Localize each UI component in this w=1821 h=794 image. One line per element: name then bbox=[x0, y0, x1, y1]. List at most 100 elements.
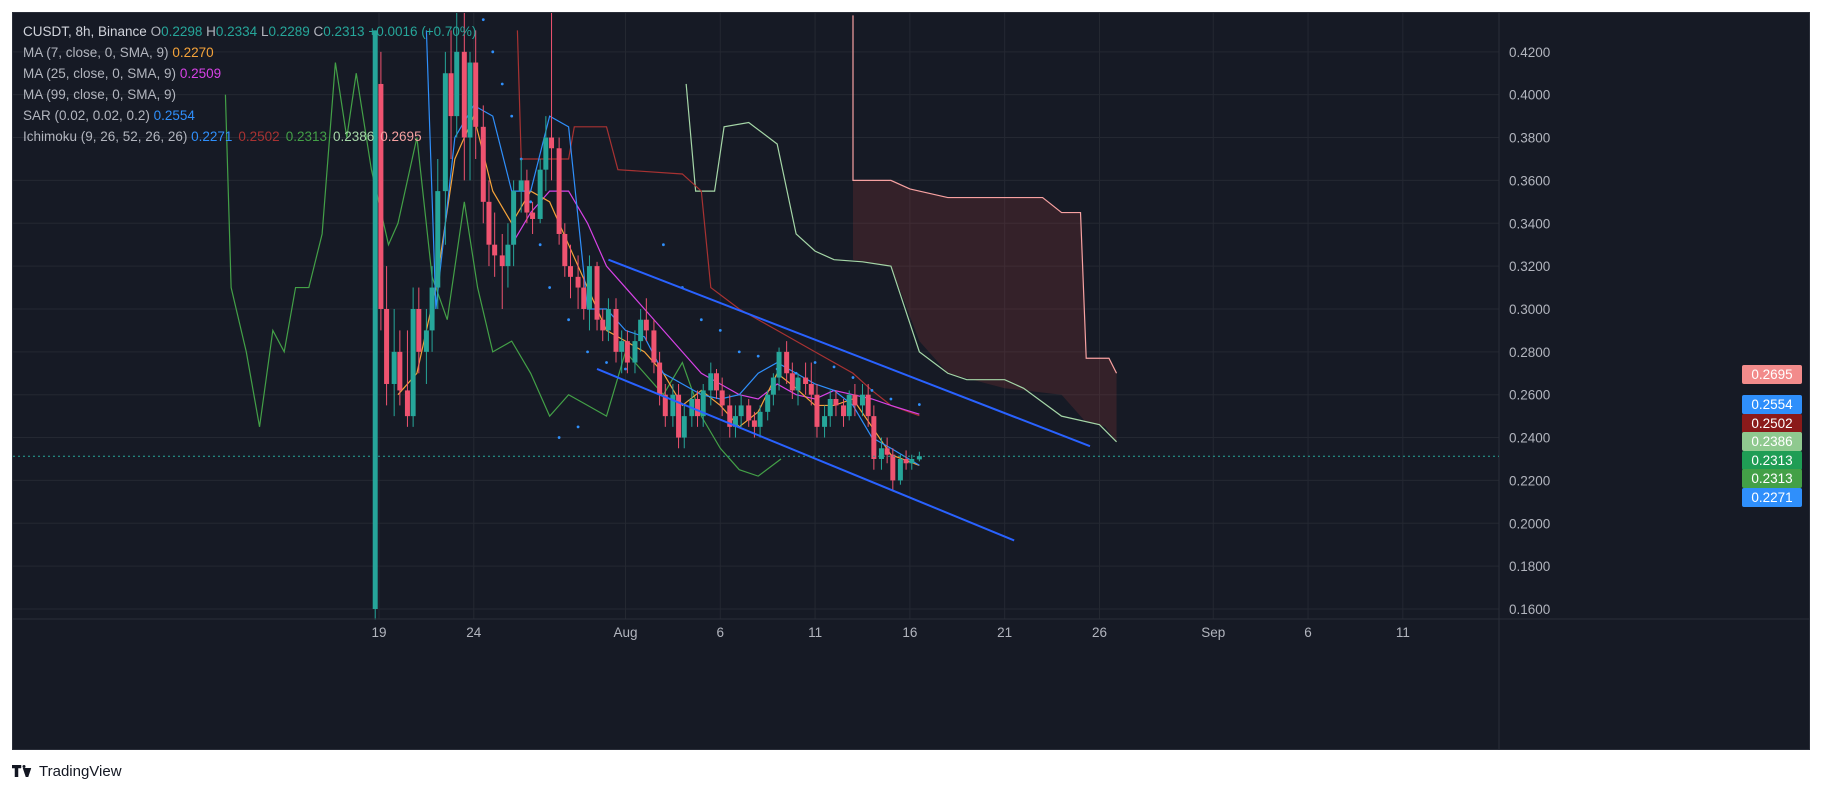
indicator-value: 0.2502 bbox=[238, 129, 280, 144]
candle-body bbox=[575, 276, 581, 288]
candle-body bbox=[662, 394, 668, 417]
chart-frame[interactable]: 0.1600 0.1800 0.2000 0.2200 0.2400 0.2600 0.28… bbox=[12, 12, 1810, 750]
candle bbox=[530, 201, 536, 234]
candle-body bbox=[643, 319, 649, 331]
candle-body bbox=[916, 456, 922, 460]
candle bbox=[397, 330, 403, 406]
candle-body bbox=[624, 341, 630, 363]
candle-body bbox=[511, 191, 517, 245]
sar-dot bbox=[756, 354, 760, 358]
ohlc-value: 0.2334 bbox=[215, 24, 258, 39]
sar-dot bbox=[538, 243, 542, 247]
candle bbox=[822, 405, 828, 438]
indicator-row[interactable]: MA (99, close, 0, SMA, 9) bbox=[23, 84, 476, 105]
cloud-area bbox=[853, 180, 1117, 442]
candle bbox=[852, 383, 858, 417]
candle bbox=[486, 180, 492, 267]
x-tick-label: 6 bbox=[717, 625, 725, 640]
candle-body bbox=[442, 73, 448, 192]
candle bbox=[581, 276, 587, 320]
indicator-label: Ichimoku (9, 26, 52, 26, 26) bbox=[23, 129, 192, 144]
candle bbox=[681, 405, 687, 449]
candle-body bbox=[878, 448, 884, 459]
candle bbox=[518, 158, 524, 213]
candle-body bbox=[429, 287, 435, 331]
candle bbox=[808, 362, 814, 406]
price-tag: 0.2313 bbox=[1742, 469, 1802, 489]
candle bbox=[727, 394, 733, 438]
trend-channel bbox=[596, 258, 1091, 542]
indicator-row[interactable]: Ichimoku (9, 26, 52, 26, 26) 0.2271 0.250… bbox=[23, 126, 476, 147]
candle-body bbox=[871, 416, 877, 459]
candle bbox=[670, 383, 676, 427]
candle-body bbox=[827, 398, 833, 417]
price-tag: 0.2313 bbox=[1742, 450, 1802, 470]
candle-body bbox=[454, 51, 460, 117]
axes: 0.1600 0.1800 0.2000 0.2200 0.2400 0.2600 0.28… bbox=[13, 13, 1809, 749]
candle-body bbox=[600, 319, 606, 331]
sar-dot bbox=[813, 361, 817, 364]
indicator-value: 0.2509 bbox=[179, 66, 222, 81]
symbol-label: CUSDT, 8h, Binance bbox=[23, 24, 147, 39]
candle-body bbox=[448, 73, 454, 117]
candle bbox=[897, 454, 903, 485]
candle bbox=[624, 330, 630, 374]
candle-body bbox=[632, 341, 638, 363]
candle bbox=[738, 394, 744, 427]
indicator-label: MA (99, close, 0, SMA, 9) bbox=[23, 87, 177, 102]
sar-dot bbox=[481, 18, 485, 22]
candle bbox=[746, 398, 752, 427]
y-tick-label: 0.1600 bbox=[1509, 602, 1550, 617]
candle-body bbox=[435, 191, 441, 288]
candle-body bbox=[803, 377, 809, 384]
candle-body bbox=[581, 287, 587, 309]
x-tick-label: 21 bbox=[997, 625, 1012, 640]
indicator-row[interactable]: SAR (0.02, 0.02, 0.2) 0.2554 bbox=[23, 105, 476, 126]
candle-body bbox=[846, 394, 852, 417]
x-tick-label: 26 bbox=[1092, 625, 1107, 640]
candle-body bbox=[423, 330, 429, 352]
candle-body bbox=[865, 394, 871, 417]
candle bbox=[846, 390, 852, 421]
sar-dot bbox=[889, 397, 893, 401]
channel-line bbox=[608, 258, 1091, 448]
price-chart[interactable]: 0.1600 0.1800 0.2000 0.2200 0.2400 0.2600 0.28… bbox=[13, 13, 1810, 750]
indicator-row[interactable]: MA (7, close, 0, SMA, 9) 0.2270 bbox=[23, 42, 476, 63]
candle bbox=[586, 255, 592, 331]
candle bbox=[662, 383, 668, 427]
candle bbox=[537, 158, 543, 224]
candle bbox=[473, 30, 479, 159]
indicator-value: 0.2695 bbox=[380, 129, 422, 144]
candle bbox=[416, 287, 422, 374]
ohlc-value: 0.2289 bbox=[268, 24, 310, 39]
candle-body bbox=[738, 405, 744, 417]
candle bbox=[765, 390, 771, 421]
candle bbox=[378, 51, 384, 331]
candle-body bbox=[814, 394, 820, 427]
indicator-value: 0.2554 bbox=[153, 108, 195, 123]
candle bbox=[461, 13, 467, 181]
x-tick-label: 16 bbox=[902, 625, 917, 640]
sar-dot bbox=[529, 200, 533, 204]
x-tick-label: 11 bbox=[808, 625, 822, 640]
candle bbox=[909, 454, 915, 470]
x-tick-label: Aug bbox=[613, 625, 637, 640]
candle bbox=[448, 30, 454, 159]
candle-body bbox=[789, 373, 795, 391]
sar-dot bbox=[832, 365, 836, 369]
indicator-row[interactable]: MA (25, close, 0, SMA, 9) 0.2509 bbox=[23, 63, 476, 84]
candle-body bbox=[903, 458, 909, 464]
price-tag: 0.2554 bbox=[1742, 395, 1802, 415]
candle-body bbox=[833, 398, 839, 406]
indicator-label: SAR (0.02, 0.02, 0.2) bbox=[23, 108, 154, 123]
sar-dot bbox=[870, 389, 874, 392]
candle bbox=[499, 233, 505, 309]
candle-body bbox=[594, 266, 600, 320]
candle bbox=[435, 158, 441, 309]
ohlc-key: C bbox=[309, 24, 324, 39]
footer: TradingView bbox=[11, 763, 122, 780]
change-value: +0.0016 (+0.70%) bbox=[368, 24, 477, 39]
candle-body bbox=[378, 83, 384, 309]
sar-dot bbox=[605, 361, 608, 364]
candle bbox=[423, 308, 429, 384]
